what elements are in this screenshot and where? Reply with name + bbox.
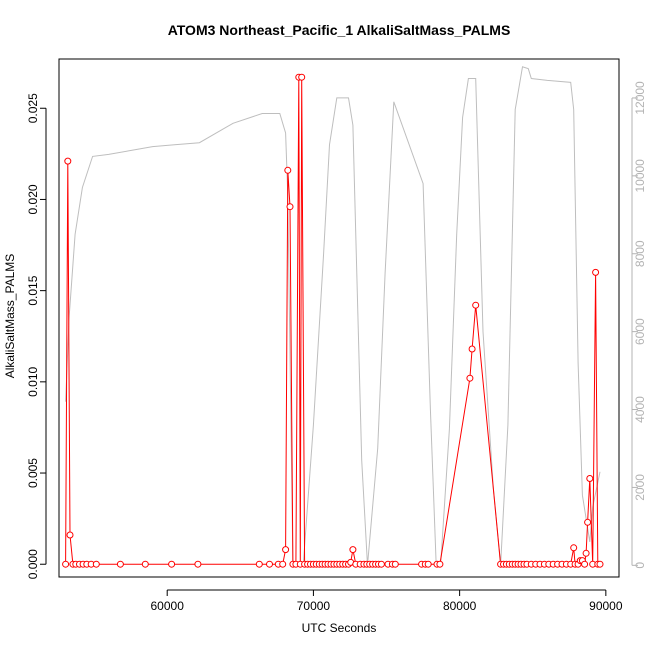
x-tick-label: 70000 bbox=[297, 599, 331, 613]
data-point bbox=[466, 374, 474, 382]
data-point bbox=[298, 73, 306, 81]
x-tick-label: 80000 bbox=[443, 599, 477, 613]
y2-tick-label: 8000 bbox=[633, 240, 647, 267]
chart-title: ATOM3 Northeast_Pacific_1 AlkaliSaltMass… bbox=[168, 22, 511, 38]
data-point bbox=[266, 560, 273, 568]
data-point bbox=[468, 345, 476, 353]
y-tick-label: 0.010 bbox=[26, 366, 40, 396]
primary-series-layer bbox=[62, 73, 604, 568]
data-point bbox=[168, 560, 176, 568]
data-point bbox=[66, 531, 74, 539]
y-tick-label: 0.020 bbox=[26, 184, 40, 214]
y2-tick-label: 2000 bbox=[633, 474, 647, 501]
data-point bbox=[377, 560, 385, 568]
x-tick-label: 90000 bbox=[589, 599, 623, 613]
x-axis-label: UTC Seconds bbox=[302, 621, 377, 635]
data-point bbox=[570, 544, 578, 552]
data-point bbox=[592, 268, 600, 276]
data-point bbox=[586, 475, 594, 482]
data-point bbox=[286, 203, 294, 211]
data-point bbox=[279, 560, 287, 568]
data-point bbox=[282, 546, 290, 554]
plot-frame bbox=[58, 58, 620, 578]
data-point bbox=[472, 301, 480, 309]
data-point bbox=[255, 560, 263, 568]
y-tick-label: 0.000 bbox=[26, 549, 40, 579]
data-point bbox=[436, 560, 444, 568]
data-point bbox=[581, 560, 589, 568]
y2-tick-label: 10000 bbox=[633, 159, 647, 193]
y2-tick-label: 12000 bbox=[633, 81, 647, 115]
data-point bbox=[62, 560, 70, 568]
data-point bbox=[424, 560, 432, 568]
data-point bbox=[284, 166, 292, 174]
secondary-series-layer bbox=[65, 66, 601, 566]
y2-tick-label: 0 bbox=[633, 562, 647, 569]
secondary-series-line bbox=[65, 66, 601, 566]
data-point bbox=[64, 157, 72, 165]
data-point bbox=[194, 560, 202, 568]
data-point bbox=[349, 546, 357, 554]
data-point bbox=[116, 560, 124, 568]
x-tick-label: 60000 bbox=[151, 599, 185, 613]
data-point bbox=[584, 518, 592, 526]
y-tick-label: 0.005 bbox=[26, 458, 40, 488]
data-point bbox=[582, 549, 590, 557]
axes-layer: 60000 70000 80000 900000.0000.0050.0100.015… bbox=[26, 58, 647, 613]
y2-tick-label: 6000 bbox=[633, 318, 647, 345]
data-point bbox=[391, 560, 399, 568]
data-point bbox=[596, 560, 604, 568]
y-tick-label: 0.015 bbox=[26, 275, 40, 305]
y2-tick-label: 4000 bbox=[633, 396, 647, 423]
y-axis-label: AlkaliSaltMass_PALMS bbox=[3, 254, 17, 379]
data-point bbox=[141, 560, 149, 568]
y-tick-label: 0.025 bbox=[26, 93, 40, 123]
data-point bbox=[92, 560, 100, 568]
